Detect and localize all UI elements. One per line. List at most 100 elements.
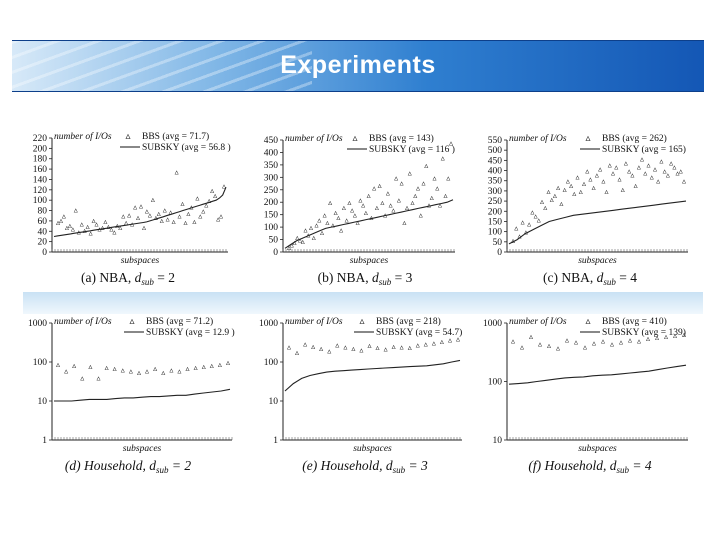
y-tick-label: 400 [264, 148, 279, 158]
subsky-line [54, 388, 231, 402]
bbs-point: ▵ [676, 169, 680, 178]
bbs-point: ▵ [400, 178, 404, 187]
bbs-point: ▵ [391, 206, 395, 215]
bbs-point: ▵ [351, 344, 355, 353]
bbs-point: ▵ [572, 189, 576, 198]
bbs-point: ▵ [323, 211, 327, 220]
bbs-point: ▵ [440, 337, 444, 346]
legend-bbs-marker: ▵ [129, 316, 134, 327]
bbs-point: ▵ [553, 191, 557, 200]
bbs-point: ▵ [213, 191, 217, 200]
chart-caption: (c) NBA, dsub = 4 [543, 270, 637, 287]
bbs-point: ▵ [380, 198, 384, 207]
bbs-point: ▵ [617, 175, 621, 184]
y-tick-label: 100 [488, 378, 503, 388]
y-tick-label: 20 [38, 238, 48, 248]
bbs-point: ▵ [137, 368, 141, 377]
bbs-point: ▵ [655, 333, 659, 342]
y-axis-label: number of I/Os [285, 133, 343, 144]
bbs-point: ▵ [521, 217, 525, 226]
bbs-point: ▵ [295, 348, 299, 357]
bbs-point: ▵ [115, 221, 119, 230]
bbs-point: ▵ [605, 187, 609, 196]
y-tick-label: 10 [269, 397, 279, 407]
bbs-point: ▵ [210, 361, 214, 370]
legend-subsky-label: SUBSKY (avg = 56.8 ) [142, 142, 231, 153]
bbs-point: ▵ [367, 191, 371, 200]
bbs-point: ▵ [656, 177, 660, 186]
legend-bbs-label: BBS (avg = 218) [376, 316, 441, 327]
bbs-point: ▵ [517, 232, 521, 241]
bbs-point: ▵ [56, 218, 60, 227]
bbs-point: ▵ [427, 201, 431, 210]
bbs-point: ▵ [100, 223, 104, 232]
bbs-point: ▵ [367, 341, 371, 350]
y-tick-label: 300 [488, 187, 503, 197]
bbs-point: ▵ [177, 367, 181, 376]
y-tick-label: 1000 [259, 319, 278, 329]
bbs-point: ▵ [640, 154, 644, 163]
y-tick-label: 10 [38, 397, 48, 407]
bbs-point: ▵ [444, 191, 448, 200]
bbs-point: ▵ [312, 233, 316, 242]
bbs-point: ▵ [317, 216, 321, 225]
bbs-point: ▵ [430, 193, 434, 202]
bbs-point: ▵ [109, 225, 113, 234]
bbs-point: ▵ [342, 203, 346, 212]
bbs-point: ▵ [180, 199, 184, 208]
bbs-point: ▵ [311, 342, 315, 351]
bbs-point: ▵ [514, 224, 518, 233]
bbs-point: ▵ [127, 211, 131, 220]
bbs-point: ▵ [376, 343, 380, 352]
bbs-point: ▵ [361, 201, 365, 210]
bbs-point: ▵ [124, 218, 128, 227]
bbs-point: ▵ [682, 330, 686, 339]
bbs-point: ▵ [394, 173, 398, 182]
bbs-point: ▵ [306, 231, 310, 240]
bbs-point: ▵ [538, 339, 542, 348]
bbs-point: ▵ [56, 360, 60, 369]
bbs-point: ▵ [402, 218, 406, 227]
y-tick-label: 1 [42, 436, 47, 446]
bbs-point: ▵ [353, 211, 357, 220]
bbs-point: ▵ [416, 183, 420, 192]
bbs-point: ▵ [614, 162, 618, 171]
y-tick-label: 160 [33, 165, 48, 175]
bbs-point: ▵ [543, 203, 547, 212]
subsky-line [53, 186, 227, 238]
chart-caption: (d) Household, dsub = 2 [65, 458, 192, 475]
bbs-point: ▵ [320, 228, 324, 237]
bbs-point: ▵ [569, 181, 573, 190]
bbs-point: ▵ [325, 218, 329, 227]
bbs-point: ▵ [566, 177, 570, 186]
bbs-point: ▵ [216, 214, 220, 223]
bbs-point: ▵ [527, 219, 531, 228]
legend-bbs-label: BBS (avg = 71.2) [146, 316, 213, 327]
bbs-point: ▵ [72, 361, 76, 370]
bbs-point: ▵ [375, 203, 379, 212]
y-tick-label: 180 [33, 155, 48, 165]
bbs-point: ▵ [303, 226, 307, 235]
bbs-point: ▵ [608, 160, 612, 169]
legend-subsky-label: SUBSKY (avg = 116 ) [369, 144, 455, 155]
bbs-point: ▵ [335, 341, 339, 350]
bbs-point: ▵ [192, 217, 196, 226]
bbs-point: ▵ [588, 175, 592, 184]
x-axis-label: subspaces [123, 444, 162, 454]
bbs-point: ▵ [408, 168, 412, 177]
y-tick-label: 80 [38, 207, 48, 217]
bbs-point: ▵ [389, 201, 393, 210]
bbs-point: ▵ [142, 223, 146, 232]
bbs-point: ▵ [222, 182, 226, 191]
bbs-point: ▵ [598, 165, 602, 174]
bbs-point: ▵ [290, 241, 294, 250]
bbs-point: ▵ [186, 209, 190, 218]
bbs-point: ▵ [563, 185, 567, 194]
y-tick-label: 500 [488, 146, 503, 156]
bbs-point: ▵ [392, 342, 396, 351]
y-tick-label: 450 [488, 156, 503, 166]
bbs-point: ▵ [287, 342, 291, 351]
legend-bbs-label: BBS (avg = 143) [369, 133, 434, 144]
bbs-point: ▵ [424, 161, 428, 170]
bbs-point: ▵ [68, 221, 72, 230]
